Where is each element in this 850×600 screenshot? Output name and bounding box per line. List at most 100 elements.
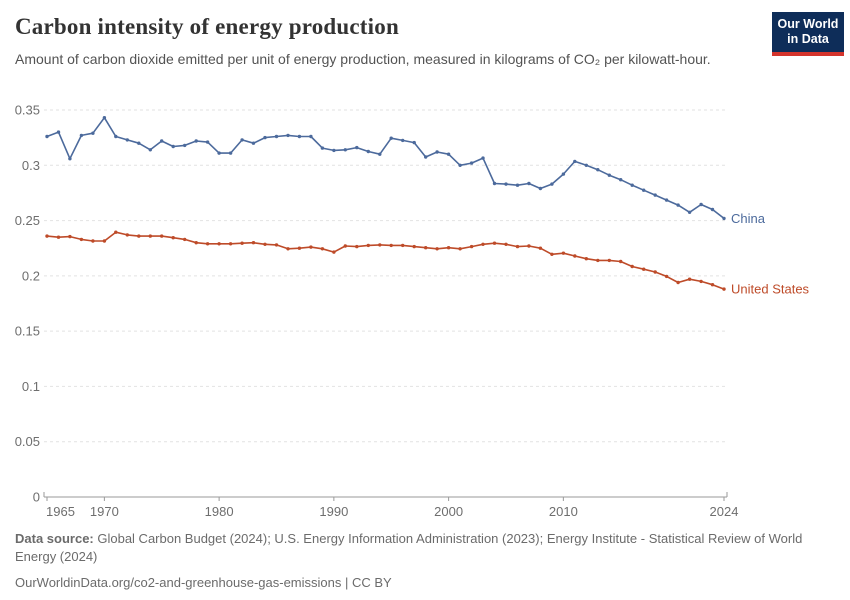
data-point-china[interactable] [561, 172, 566, 176]
data-point-china[interactable] [228, 151, 233, 155]
data-point-china[interactable] [114, 134, 118, 139]
data-point-china[interactable] [687, 210, 692, 214]
data-point-china[interactable] [274, 134, 279, 139]
data-point-china[interactable] [355, 145, 359, 150]
data-point-united-states[interactable] [286, 247, 290, 251]
data-point-united-states[interactable] [653, 270, 657, 274]
data-point-china[interactable] [309, 134, 313, 139]
data-point-china[interactable] [458, 163, 462, 167]
data-point-china[interactable] [378, 152, 382, 156]
data-point-united-states[interactable] [504, 242, 508, 246]
data-point-united-states[interactable] [722, 287, 726, 291]
data-point-china[interactable] [171, 144, 175, 149]
data-point-china[interactable] [584, 163, 588, 167]
data-point-china[interactable] [160, 139, 164, 143]
data-point-china[interactable] [320, 146, 325, 150]
line-series-united-states[interactable] [46, 231, 725, 290]
data-point-united-states[interactable] [687, 277, 692, 281]
data-point-united-states[interactable] [91, 239, 95, 243]
data-point-united-states[interactable] [355, 244, 359, 249]
data-point-china[interactable] [297, 134, 302, 139]
data-point-china[interactable] [642, 188, 646, 192]
data-point-china[interactable] [194, 139, 198, 143]
data-point-united-states[interactable] [619, 259, 623, 264]
data-point-united-states[interactable] [515, 244, 520, 249]
data-point-china[interactable] [435, 150, 439, 154]
data-point-united-states[interactable] [435, 247, 439, 251]
data-point-united-states[interactable] [320, 247, 325, 251]
data-point-united-states[interactable] [664, 274, 669, 279]
data-point-united-states[interactable] [160, 234, 164, 238]
data-point-united-states[interactable] [205, 242, 210, 246]
data-point-china[interactable] [492, 181, 497, 186]
data-point-united-states[interactable] [607, 258, 611, 263]
data-point-china[interactable] [217, 151, 221, 155]
data-point-china[interactable] [183, 143, 187, 148]
data-point-united-states[interactable] [79, 237, 84, 242]
data-point-china[interactable] [102, 116, 107, 120]
series-label-united-states[interactable]: United States [731, 282, 810, 297]
data-point-united-states[interactable] [68, 234, 72, 239]
data-point-china[interactable] [389, 136, 393, 140]
data-point-united-states[interactable] [125, 233, 129, 237]
data-point-china[interactable] [699, 202, 703, 207]
data-point-china[interactable] [45, 134, 49, 139]
data-point-china[interactable] [79, 133, 84, 138]
data-point-china[interactable] [240, 138, 244, 142]
data-point-united-states[interactable] [573, 254, 577, 258]
data-point-united-states[interactable] [538, 246, 543, 250]
data-point-china[interactable] [56, 130, 61, 134]
data-point-united-states[interactable] [561, 251, 566, 255]
data-point-united-states[interactable] [710, 283, 715, 287]
data-point-china[interactable] [607, 173, 611, 177]
data-point-united-states[interactable] [584, 257, 588, 261]
data-point-united-states[interactable] [183, 237, 187, 242]
data-point-united-states[interactable] [378, 243, 382, 247]
data-point-china[interactable] [469, 161, 474, 165]
data-point-united-states[interactable] [343, 244, 347, 248]
data-point-china[interactable] [125, 138, 129, 142]
data-point-china[interactable] [722, 216, 726, 221]
data-point-china[interactable] [538, 186, 543, 191]
data-point-united-states[interactable] [492, 241, 497, 245]
data-point-united-states[interactable] [274, 243, 279, 247]
owid-logo[interactable]: Our World in Data [772, 12, 844, 56]
data-point-china[interactable] [412, 140, 416, 145]
data-point-united-states[interactable] [412, 244, 416, 249]
data-point-china[interactable] [527, 181, 531, 186]
data-point-united-states[interactable] [446, 246, 451, 250]
data-point-united-states[interactable] [676, 280, 680, 285]
data-point-china[interactable] [263, 135, 267, 140]
data-point-united-states[interactable] [171, 236, 175, 240]
data-point-china[interactable] [676, 203, 680, 207]
data-point-china[interactable] [148, 148, 152, 152]
data-point-united-states[interactable] [366, 243, 370, 248]
data-point-china[interactable] [401, 138, 405, 143]
series-label-china[interactable]: China [731, 211, 766, 226]
data-point-united-states[interactable] [469, 244, 474, 249]
data-point-united-states[interactable] [263, 242, 267, 246]
data-point-united-states[interactable] [240, 241, 244, 245]
data-point-united-states[interactable] [137, 234, 141, 238]
data-point-china[interactable] [653, 193, 657, 197]
data-point-china[interactable] [481, 156, 485, 160]
data-point-china[interactable] [619, 178, 623, 182]
data-point-united-states[interactable] [217, 242, 221, 246]
data-point-china[interactable] [137, 141, 141, 145]
data-point-united-states[interactable] [458, 247, 462, 251]
data-point-china[interactable] [68, 157, 72, 161]
data-point-china[interactable] [550, 182, 554, 186]
data-point-united-states[interactable] [332, 250, 336, 254]
data-point-china[interactable] [596, 168, 600, 172]
data-point-china[interactable] [515, 183, 520, 187]
data-point-united-states[interactable] [148, 234, 152, 238]
data-point-united-states[interactable] [389, 243, 393, 248]
data-point-china[interactable] [286, 133, 290, 138]
line-series-china[interactable] [46, 116, 725, 220]
data-point-china[interactable] [446, 152, 451, 156]
data-point-china[interactable] [366, 149, 370, 154]
data-point-united-states[interactable] [228, 242, 233, 246]
data-point-united-states[interactable] [102, 239, 107, 243]
data-point-united-states[interactable] [642, 267, 646, 271]
data-point-united-states[interactable] [194, 241, 198, 245]
